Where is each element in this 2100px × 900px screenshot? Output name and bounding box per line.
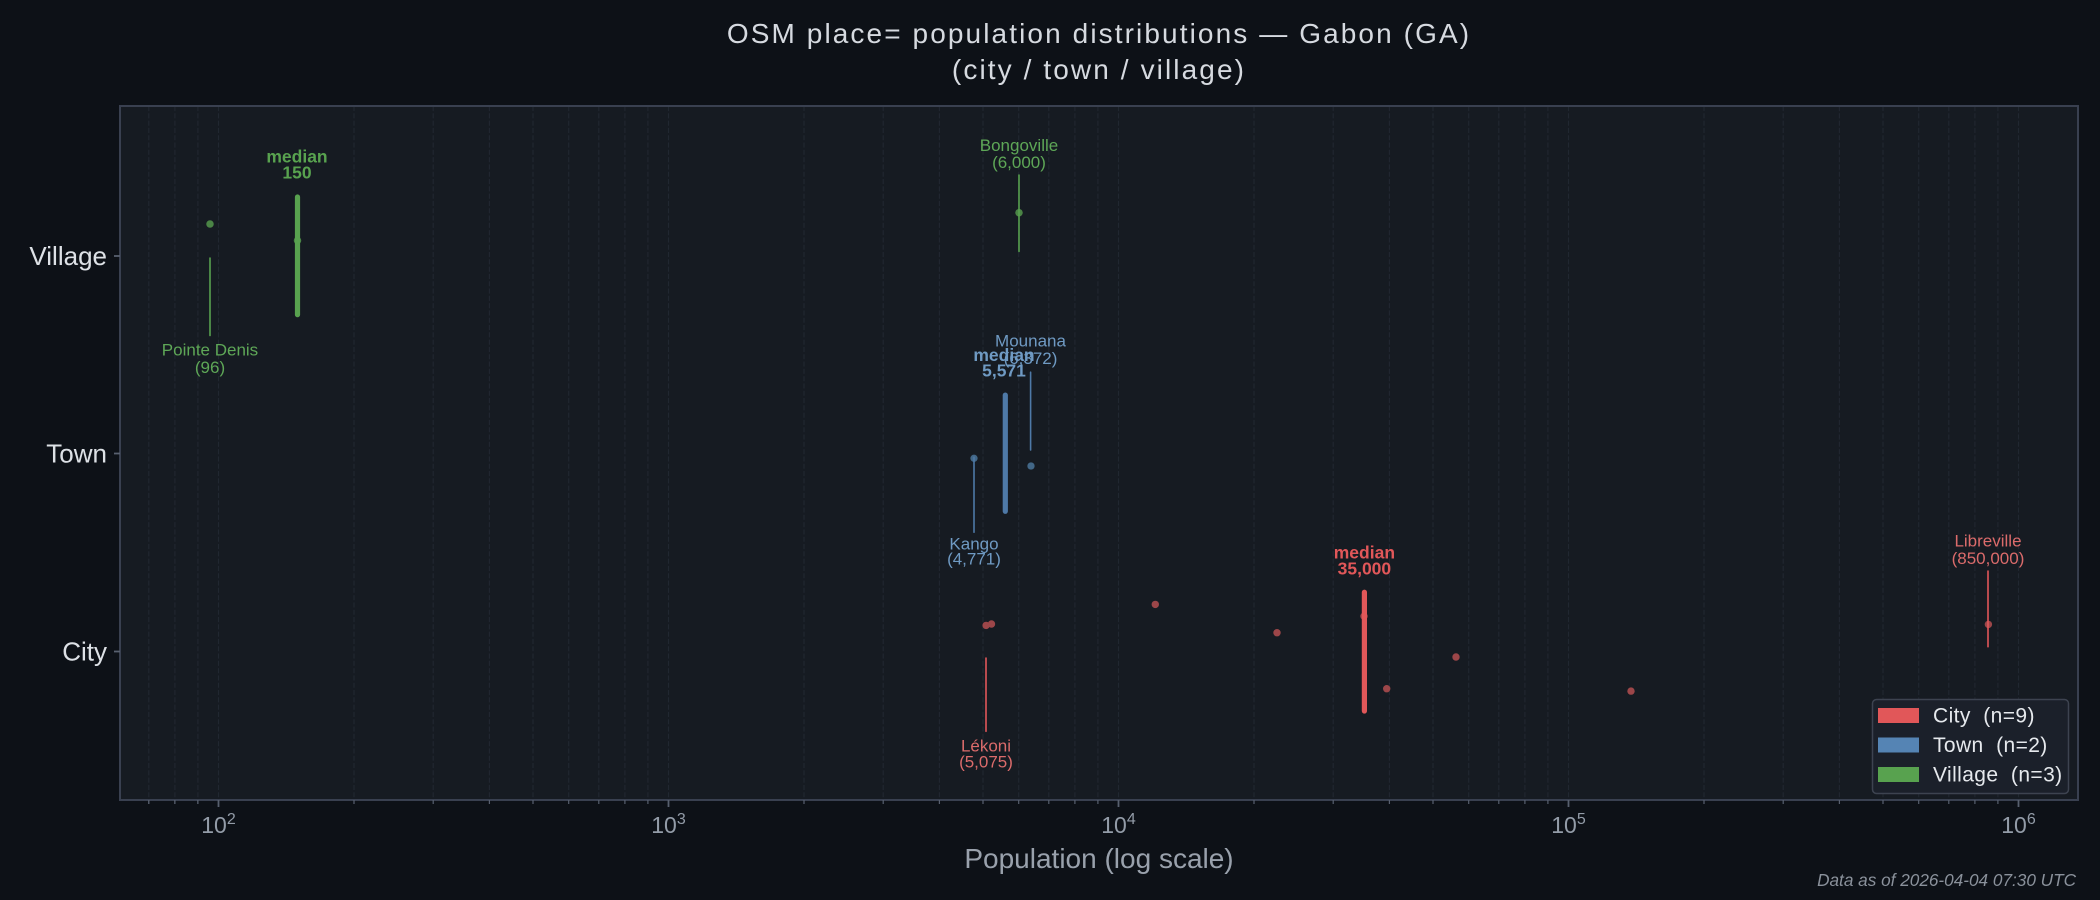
- svg-text:median: median: [973, 345, 1034, 365]
- svg-text:Libreville: Libreville: [1954, 531, 2021, 550]
- svg-text:City (n=9): City (n=9): [1933, 705, 2035, 728]
- svg-text:Village: Village: [29, 241, 107, 271]
- svg-text:Population (log scale): Population (log scale): [964, 843, 1233, 874]
- svg-text:OSM place= population distribu: OSM place= population distributions — Ga…: [727, 18, 1471, 49]
- svg-text:(5,075): (5,075): [959, 753, 1013, 772]
- svg-text:Bongoville: Bongoville: [980, 136, 1058, 155]
- svg-text:Data as of 2026-04-04 07:30 UT: Data as of 2026-04-04 07:30 UTC: [1817, 870, 2077, 890]
- svg-text:105: 105: [1551, 811, 1586, 838]
- svg-text:(6,000): (6,000): [992, 153, 1046, 172]
- svg-text:(city / town / village): (city / town / village): [952, 54, 1246, 85]
- svg-text:5,571: 5,571: [982, 360, 1026, 380]
- svg-text:Village (n=3): Village (n=3): [1933, 764, 2063, 787]
- svg-text:median: median: [266, 146, 327, 166]
- svg-text:Mounana: Mounana: [995, 332, 1066, 351]
- svg-text:median: median: [1334, 542, 1395, 562]
- svg-text:Pointe Denis: Pointe Denis: [162, 340, 258, 359]
- svg-text:(6,372): (6,372): [1004, 349, 1058, 368]
- svg-text:(4,771): (4,771): [947, 550, 1001, 569]
- svg-text:(96): (96): [195, 358, 225, 377]
- svg-text:City: City: [62, 637, 107, 667]
- svg-text:Town (n=2): Town (n=2): [1933, 734, 2048, 757]
- svg-text:150: 150: [282, 163, 311, 183]
- svg-text:(850,000): (850,000): [1952, 549, 2025, 568]
- svg-text:Lékoni: Lékoni: [961, 737, 1011, 756]
- svg-text:35,000: 35,000: [1338, 558, 1392, 578]
- svg-text:Town: Town: [46, 439, 107, 469]
- svg-text:104: 104: [1101, 811, 1136, 838]
- svg-text:Kango: Kango: [949, 534, 998, 553]
